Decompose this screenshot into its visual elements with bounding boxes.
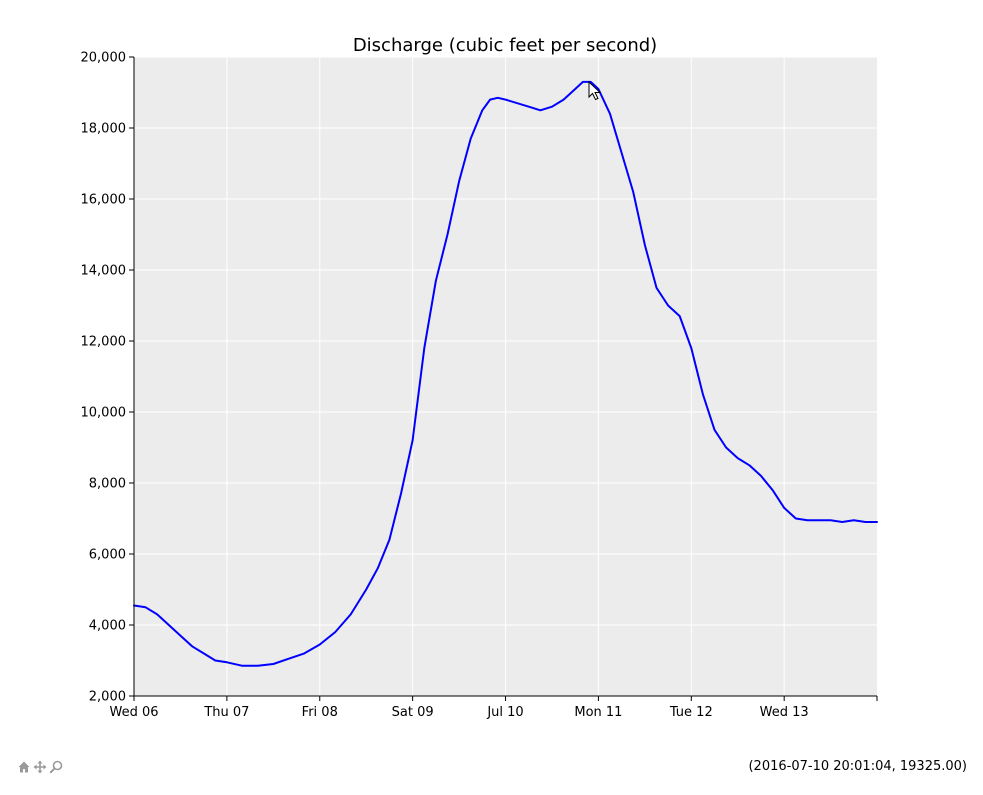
chart-title: Discharge (cubic feet per second) xyxy=(353,35,657,56)
x-tick-label: Wed 06 xyxy=(109,705,158,720)
x-tick-label: Sat 09 xyxy=(392,705,434,720)
y-tick-label: 20,000 xyxy=(81,51,127,66)
axes xyxy=(129,56,878,701)
y-tick-label: 14,000 xyxy=(81,264,127,279)
x-tick-label: Fri 08 xyxy=(302,705,338,720)
x-tick-label: Mon 11 xyxy=(574,705,622,720)
y-tick-label: 6,000 xyxy=(89,548,126,563)
series-layer xyxy=(133,80,878,667)
zoom-icon[interactable] xyxy=(48,759,63,775)
tick-labels: 2,000 4,000 6,000 8,000 10,000 12,000 14,000 16… xyxy=(81,51,809,721)
x-tick-label: Wed 13 xyxy=(760,705,809,720)
y-tick-label: 16,000 xyxy=(81,193,127,208)
home-icon[interactable] xyxy=(16,759,31,775)
y-tick-label: 10,000 xyxy=(81,406,127,421)
coordinate-readout: (2016-07-10 20:01:04, 19325.00) xyxy=(748,759,967,774)
y-tick-label: 4,000 xyxy=(89,619,126,634)
y-tick-label: 8,000 xyxy=(89,477,126,492)
mouse-cursor-icon xyxy=(588,80,602,101)
pan-icon[interactable] xyxy=(32,759,47,775)
x-tick-label: Jul 10 xyxy=(486,705,523,720)
y-tick-label: 18,000 xyxy=(81,122,127,137)
x-tick-label: Thu 07 xyxy=(203,705,249,720)
y-tick-label: 12,000 xyxy=(81,335,127,350)
plot-toolbar xyxy=(16,758,63,776)
y-tick-label: 2,000 xyxy=(89,690,126,705)
x-tick-label: Tue 12 xyxy=(669,705,713,720)
discharge-series-line xyxy=(133,80,878,667)
grid xyxy=(134,56,877,697)
